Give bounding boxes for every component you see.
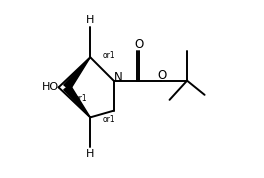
Text: O: O <box>134 38 143 51</box>
Polygon shape <box>64 57 90 90</box>
Text: H: H <box>86 149 95 159</box>
Text: O: O <box>157 69 167 82</box>
Text: or1: or1 <box>103 114 115 124</box>
Text: or1: or1 <box>103 51 115 60</box>
Text: H: H <box>86 15 95 25</box>
Text: HO: HO <box>42 82 59 92</box>
Text: or1: or1 <box>75 94 88 103</box>
Polygon shape <box>64 85 90 117</box>
Text: N: N <box>114 71 123 84</box>
